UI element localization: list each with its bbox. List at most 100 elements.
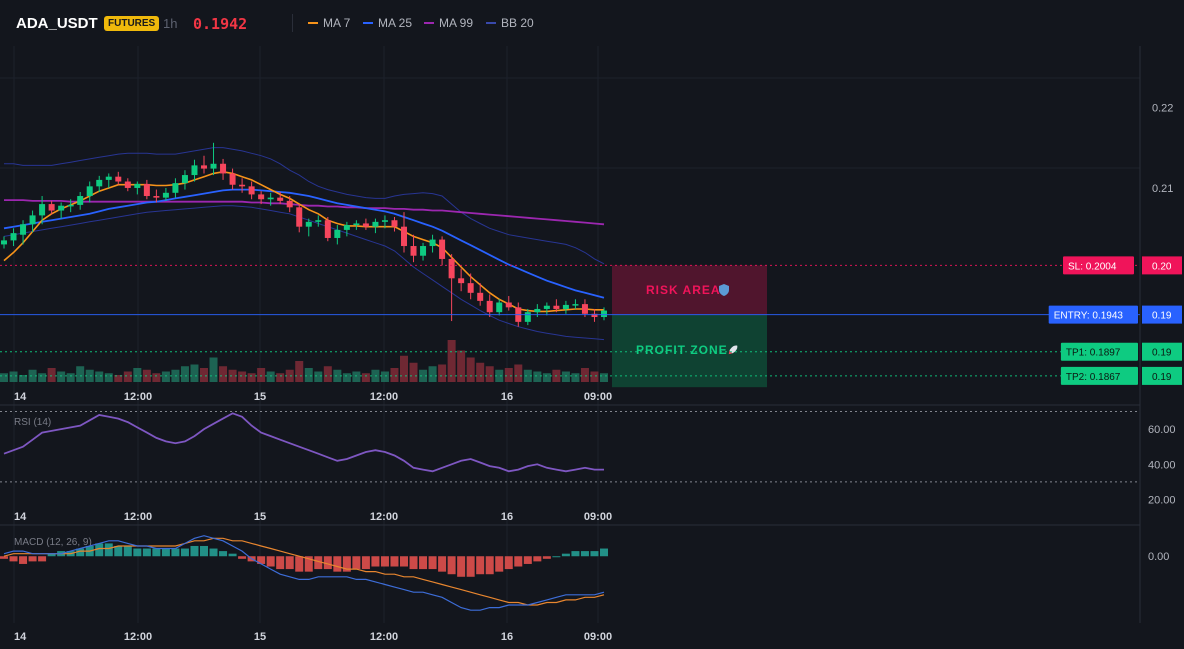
- macd-histogram-bar: [514, 556, 523, 567]
- volume-bar: [314, 371, 323, 382]
- candle: [477, 283, 484, 306]
- volume-bar: [361, 373, 370, 382]
- volume-bar: [419, 369, 428, 382]
- macd-histogram-bar: [314, 556, 323, 570]
- candle-body: [381, 220, 388, 222]
- legend-ma99[interactable]: MA 99: [424, 16, 473, 30]
- candle-body: [362, 223, 369, 227]
- shield-shape: [719, 283, 729, 296]
- candle-body: [601, 310, 607, 318]
- macd-histogram-bar: [47, 553, 56, 557]
- volume-bar: [380, 371, 389, 382]
- candle: [105, 173, 112, 188]
- volume-bar: [504, 368, 513, 382]
- level-tag-bg: [1060, 342, 1138, 361]
- legend-bb20[interactable]: BB 20: [486, 16, 534, 30]
- macd-histogram-bar: [209, 548, 218, 557]
- volume-bar: [57, 371, 66, 382]
- macd-histogram-bar: [76, 548, 85, 557]
- legend-ma25[interactable]: MA 25: [363, 16, 412, 30]
- volume-bar: [161, 371, 170, 382]
- level-scale-bg: [1142, 256, 1182, 275]
- candle-body: [239, 184, 246, 187]
- volume-bar: [266, 371, 275, 382]
- candle: [229, 168, 236, 190]
- volume-bar: [323, 366, 332, 382]
- candle-body: [29, 215, 36, 225]
- macd-histogram-bar: [190, 545, 199, 557]
- chart-header: ADA_USDT FUTURES 1h 0.1942 MA 7 MA 25 MA…: [0, 0, 1184, 46]
- candle: [239, 178, 246, 193]
- volume-bar: [523, 369, 532, 382]
- volume-bar: [600, 373, 608, 382]
- volume-bar: [561, 371, 570, 382]
- volume-bar: [514, 364, 523, 382]
- volume-bar: [580, 368, 589, 382]
- volume-bar: [542, 373, 551, 382]
- volume-bar: [76, 366, 85, 382]
- symbol-name[interactable]: ADA_USDT: [16, 15, 98, 32]
- candle-body: [524, 312, 531, 322]
- candle-body: [105, 176, 112, 180]
- volume-bars: [0, 340, 608, 382]
- time-label: 16: [501, 631, 513, 643]
- volume-bar: [47, 368, 56, 382]
- volume-bar: [285, 369, 294, 382]
- candle-body: [553, 305, 560, 309]
- volume-bar: [9, 371, 18, 382]
- macd-histogram-bar: [561, 553, 570, 557]
- candle-body: [296, 207, 303, 227]
- macd-histogram-bar: [161, 548, 170, 557]
- candle: [286, 196, 293, 213]
- candle-body: [86, 186, 93, 197]
- candle: [248, 181, 255, 200]
- candle-body: [172, 183, 179, 193]
- volume-bar: [85, 369, 94, 382]
- candle: [372, 218, 379, 234]
- macd-histogram-bar: [409, 556, 418, 570]
- legend-swatch-ma99: [424, 21, 434, 24]
- volume-bar: [28, 369, 37, 382]
- candle: [572, 299, 579, 309]
- volume-bar: [152, 373, 161, 382]
- level-scale-label: 0.19: [1152, 372, 1172, 383]
- level-target: TP1: 0.1897 0.19: [0, 342, 1182, 361]
- macd-histogram-bar: [476, 556, 485, 575]
- rocket-flame: [728, 350, 733, 355]
- candle-body: [486, 300, 493, 313]
- timeframe-label[interactable]: 1h: [163, 16, 178, 31]
- candle: [124, 178, 131, 192]
- legend-swatch-ma7: [308, 21, 318, 24]
- candle-body: [48, 204, 55, 211]
- level-tag-bg: [1048, 305, 1138, 324]
- candle: [324, 217, 331, 242]
- candle: [210, 142, 217, 176]
- volume-bar: [133, 368, 142, 382]
- candle: [553, 299, 560, 313]
- macd-histogram-bar: [123, 545, 132, 557]
- candle: [505, 296, 512, 311]
- volume-bar: [114, 375, 123, 382]
- candle-body: [286, 200, 293, 208]
- candle: [77, 191, 84, 210]
- candle-body: [477, 292, 484, 301]
- candle-body: [277, 197, 284, 201]
- line-ma-25: [3, 188, 605, 299]
- level-scale-bg: [1142, 305, 1182, 324]
- macd-histogram-bar: [257, 556, 266, 564]
- candle-body: [191, 165, 198, 176]
- macd-histogram-bar: [485, 556, 494, 575]
- candle: [334, 225, 341, 245]
- macd-histogram-bar: [447, 556, 456, 575]
- legend-ma7[interactable]: MA 7: [308, 16, 350, 30]
- risk-zone-label: RISK AREA: [646, 283, 721, 297]
- candle: [524, 308, 531, 326]
- candle: [29, 210, 36, 233]
- candle-body: [334, 229, 341, 238]
- candle-body: [353, 223, 360, 226]
- candle-body: [534, 308, 541, 313]
- candle: [153, 189, 160, 203]
- macd-histogram-bar: [438, 556, 447, 572]
- candle-body: [496, 302, 503, 313]
